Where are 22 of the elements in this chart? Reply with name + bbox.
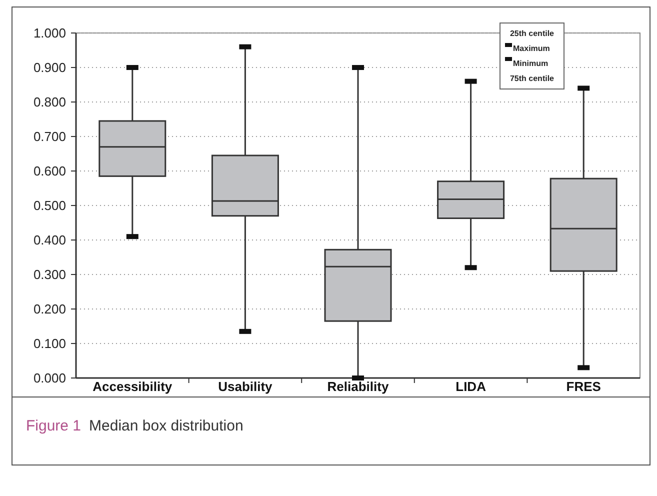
annotation: Maximum — [513, 44, 550, 53]
annotation: 25th centile — [510, 28, 555, 38]
x-tick-label: LIDA — [456, 379, 487, 394]
y-tick-label: 0.500 — [33, 198, 66, 214]
x-tick-label: Accessibility — [92, 379, 173, 394]
annotation: Minimum — [513, 58, 548, 68]
y-tick-label: 0.200 — [33, 302, 66, 317]
x-tick-label: FRES — [566, 379, 602, 394]
annotation: 75th centile — [510, 74, 555, 83]
y-tick-label: 1.000 — [33, 26, 66, 41]
text: Median box distribution — [89, 417, 244, 434]
x-tick-label: Usability — [218, 379, 274, 394]
x-tick-label: Reliability — [327, 379, 390, 394]
y-tick-label: 0.900 — [33, 60, 66, 76]
y-tick-label: 0.700 — [33, 129, 66, 144]
y-tick-label: 0.100 — [33, 336, 66, 352]
y-tick-label: 0.800 — [33, 94, 66, 110]
y-tick-label: 0.600 — [33, 164, 66, 179]
y-tick-label: 0.300 — [33, 267, 66, 282]
text: Figure 1 — [26, 417, 82, 434]
y-tick-label: 0.400 — [33, 232, 66, 248]
y-tick-label: 0.000 — [33, 370, 66, 386]
